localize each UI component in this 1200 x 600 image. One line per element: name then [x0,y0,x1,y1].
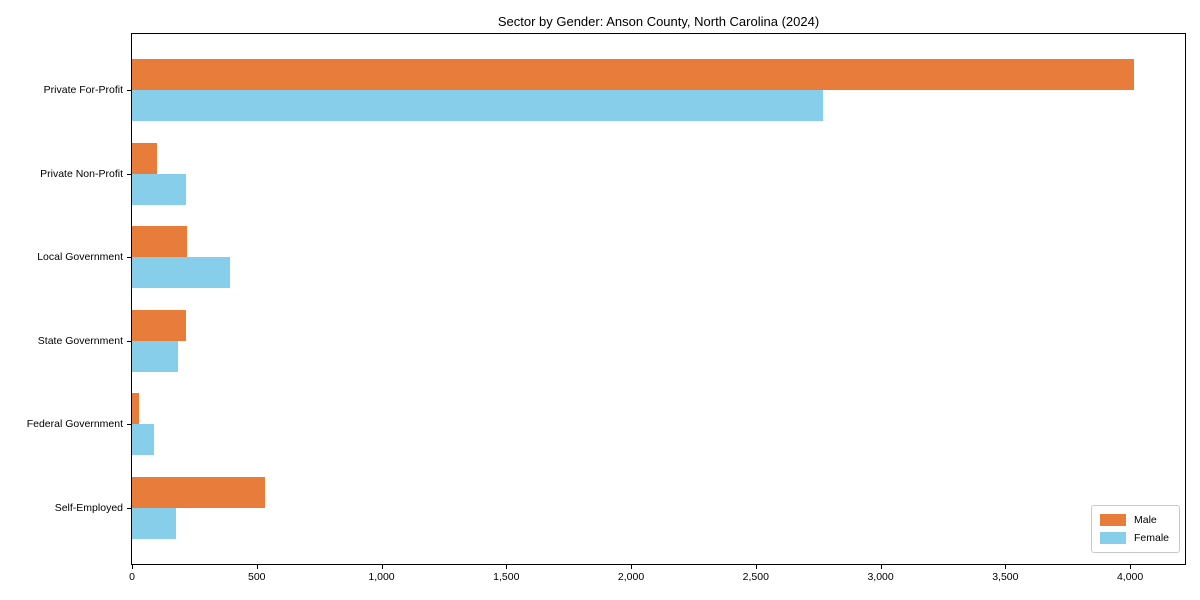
bar-female-0 [132,90,824,121]
y-axis-tick [127,508,131,509]
y-axis-tick [127,340,131,342]
chart-title: Sector by Gender: Anson County, North Ca… [497,14,820,29]
y-axis-label-4: Federal Government [26,418,123,431]
x-axis-tick-label-8: 4,000 [1116,571,1144,583]
bar-male-4 [132,393,139,425]
x-axis-tick [631,565,633,569]
x-axis-tick-label-0: 0 [129,571,135,583]
x-axis-tick [1130,565,1132,569]
bar-female-2 [132,257,230,289]
plot-area [131,33,1186,565]
legend-swatch-male [1100,514,1126,526]
bar-male-1 [132,142,158,174]
bar-female-5 [132,508,177,539]
x-axis-tick-label-3: 1,500 [493,571,520,583]
y-axis-label-2: Local Government [37,251,123,264]
x-axis-tick-label-1: 500 [247,571,266,583]
x-axis-tick-label-7: 3,500 [992,571,1019,583]
legend-label-male: Male [1134,514,1157,526]
bar-female-4 [132,424,154,456]
x-axis-tick [1005,565,1007,569]
legend-label-female: Female [1134,532,1170,544]
legend-swatch-female [1100,532,1126,544]
y-axis-label-3: State Government [37,334,123,347]
x-axis-tick-label-2: 1,000 [368,571,395,583]
x-axis-tick [880,565,882,569]
legend-entry-female: Female [1100,532,1169,544]
x-axis-tick-label-4: 2,000 [617,571,645,583]
x-axis-tick [506,565,508,569]
x-axis-tick-label-5: 2,500 [742,571,769,583]
legend-entry-male: Male [1100,514,1169,526]
bar-male-5 [132,477,266,508]
x-axis-tick [755,565,757,569]
bar-male-2 [132,226,188,258]
bar-male-3 [132,309,187,341]
y-axis-tick [127,173,131,175]
y-axis-label-1: Private Non-Profit [40,167,123,180]
x-axis-tick [256,565,258,569]
bar-female-3 [132,340,179,372]
legend: Male Female [1091,505,1181,553]
x-axis-tick-label-6: 3,000 [867,571,894,583]
bar-female-1 [132,173,187,205]
x-axis-tick [132,565,133,569]
y-axis-label-5: Self-Employed [54,502,123,514]
bar-male-0 [132,59,1135,90]
y-axis-tick [127,257,131,259]
y-axis-label-0: Private For-Profit [43,84,123,96]
y-axis-tick [127,90,131,91]
y-axis-tick [127,424,131,426]
x-axis-tick [381,565,383,569]
